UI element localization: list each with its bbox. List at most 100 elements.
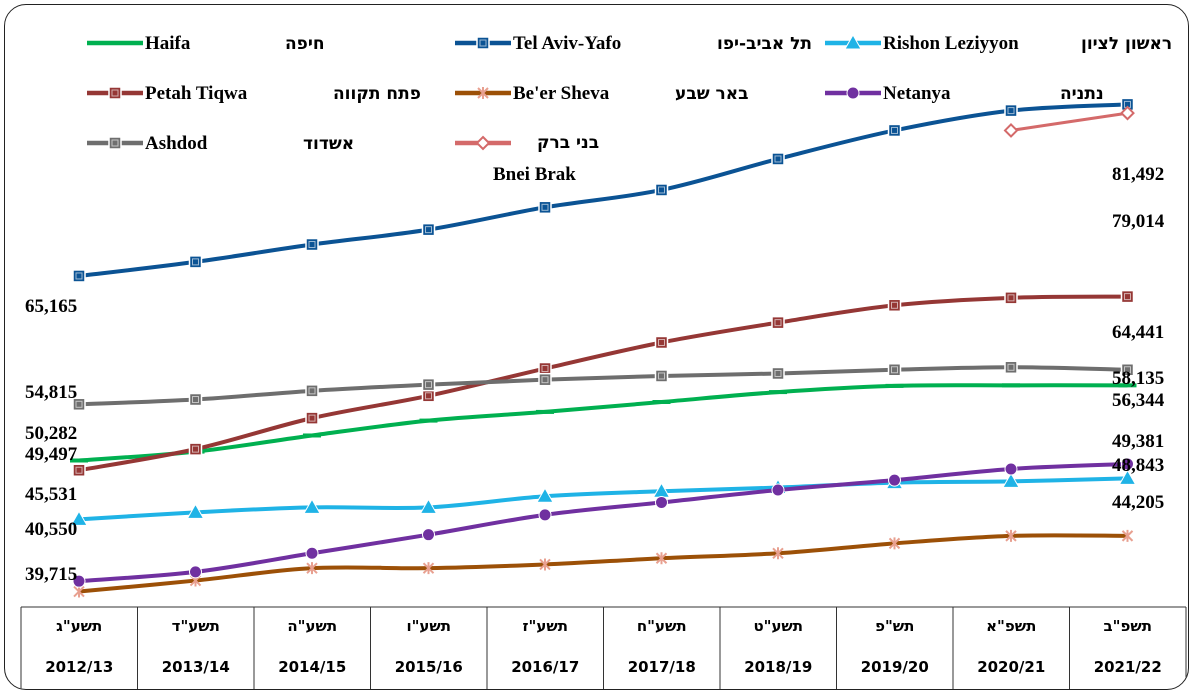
legend-label: Netanya [883, 83, 951, 104]
category-year-label: 2021/22 [1094, 658, 1162, 676]
legend-label-hebrew: תל אביב-יפו [717, 34, 812, 54]
data-point [70, 458, 88, 463]
category-hebrew-label: תשפ"א [986, 617, 1036, 635]
data-point [654, 183, 669, 197]
data-point [771, 315, 785, 330]
category-year-label: 2019/20 [861, 658, 929, 676]
data-point [421, 389, 436, 403]
data-point [1121, 529, 1134, 542]
data-point [1118, 383, 1137, 388]
data-point [188, 255, 203, 269]
series-line [78, 533, 1128, 594]
data-point [1004, 360, 1018, 375]
category-year-label: 2018/19 [744, 658, 812, 676]
data-point [1004, 462, 1018, 476]
category-hebrew-label: תשע"ד [172, 617, 220, 635]
last-value-label: 48,843 [1112, 455, 1164, 476]
legend-label: Tel Aviv-Yafo [513, 33, 621, 54]
series-line [78, 102, 1128, 278]
value-labels: 50,282 56,344 65,165 81,492 45,531 48,843 49,4… [25, 164, 1165, 585]
category-hebrew-label: תשע"ו [406, 617, 451, 635]
last-value-label: 58,135 [1112, 368, 1164, 389]
data-point [1120, 289, 1135, 304]
series-lines [70, 97, 1137, 598]
data-point [419, 498, 438, 514]
first-value-label: 40,550 [25, 519, 77, 540]
legend-entry-be-er-sheva: Be'er Sheva באר שבע [455, 83, 748, 104]
data-point [70, 510, 88, 526]
legend-label-hebrew: באר שבע [675, 84, 748, 104]
line-chart: Haifa חיפה Tel Aviv-Yafo תל אביב-יפו Rishon … [20, 33, 1187, 689]
legend-label-hebrew: חיפה [285, 34, 325, 54]
last-value-label: 79,014 [1112, 211, 1165, 232]
legend-label-hebrew: בני ברק [537, 133, 599, 153]
category-year-label: 2014/15 [278, 658, 346, 676]
series-tel-aviv-yafo [72, 97, 1135, 283]
data-point [1005, 529, 1017, 542]
data-point [188, 392, 203, 407]
data-point [887, 123, 902, 138]
data-point [305, 237, 319, 252]
legend-entry-bnei-brak: בני ברק Bnei Brak [455, 133, 599, 185]
series-line [1010, 111, 1128, 132]
data-point [421, 377, 436, 392]
data-point [1002, 472, 1020, 488]
series-ashdod [72, 360, 1135, 412]
data-point [888, 473, 901, 487]
category-hebrew-label: תשע"ז [523, 617, 568, 635]
series-line [78, 294, 1128, 473]
legend-entry-ashdod: Ashdod אשדוד [87, 133, 354, 154]
data-point [1003, 123, 1019, 138]
data-point [771, 483, 785, 497]
data-point [188, 442, 203, 456]
series-be-er-sheva [73, 529, 1134, 598]
last-value-label: 81,492 [1112, 164, 1164, 185]
first-value-label: 45,531 [25, 484, 77, 505]
category-hebrew-label: תשע"ח [637, 617, 687, 635]
data-point [186, 503, 205, 519]
data-point [652, 400, 671, 404]
category-year-label: 2015/16 [395, 658, 463, 676]
series-line [78, 383, 1128, 463]
data-point [654, 369, 669, 383]
legend-label-hebrew: ראשון לציון [1081, 34, 1172, 54]
data-point [771, 152, 785, 166]
category-year-label: 2017/18 [628, 658, 696, 676]
first-value-label: 54,815 [25, 382, 77, 403]
first-value-label: 49,497 [25, 444, 78, 465]
last-value-label: 44,205 [1112, 492, 1164, 513]
category-year-label: 2020/21 [977, 658, 1045, 676]
chart-frame: Haifa חיפה Tel Aviv-Yafo תל אביב-יפו Rishon … [4, 4, 1189, 690]
series-line [78, 365, 1128, 407]
legend-marker [106, 41, 124, 45]
data-point [885, 383, 904, 388]
data-point [1121, 457, 1134, 471]
data-point [887, 298, 902, 313]
legend-label-hebrew: אשדוד [303, 134, 354, 154]
category-year-label: 2016/17 [511, 658, 579, 676]
data-point [655, 552, 668, 565]
data-point [538, 508, 552, 522]
data-point [303, 433, 321, 438]
data-point [772, 547, 784, 560]
legend-label-hebrew: נתניה [1060, 84, 1104, 104]
data-point [538, 200, 552, 215]
data-point [422, 528, 435, 542]
legend-marker [108, 86, 122, 100]
series-line [78, 462, 1128, 584]
data-point [305, 384, 319, 398]
data-point [538, 361, 552, 376]
legend-marker [108, 136, 122, 150]
data-point [72, 574, 86, 588]
legend-label: Bnei Brak [493, 164, 576, 185]
series-petah-tiqwa [72, 289, 1135, 477]
legend-marker [477, 87, 489, 99]
data-point [72, 269, 86, 283]
data-point [536, 409, 554, 414]
data-point [189, 565, 202, 579]
data-point [1002, 383, 1020, 388]
data-point [419, 418, 438, 423]
series-rishon-leziyyon [70, 469, 1137, 526]
data-point [654, 335, 669, 350]
category-hebrew-label: תשפ"ב [1104, 617, 1152, 635]
